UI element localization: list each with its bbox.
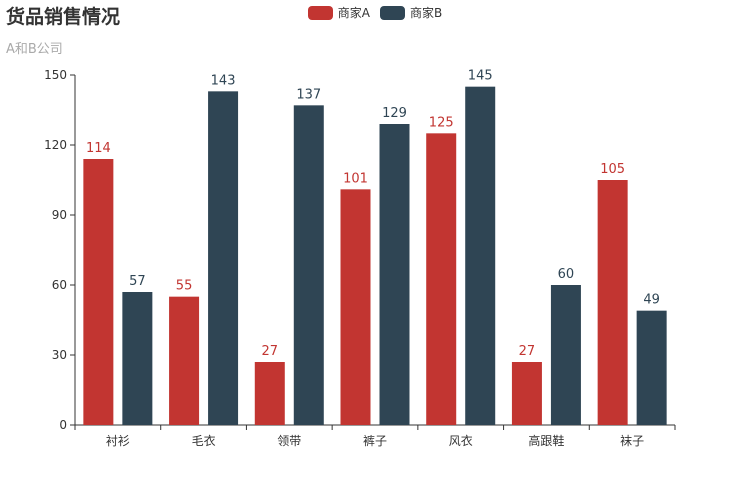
y-axis-tick-label: 90	[52, 208, 67, 222]
legend-swatch-merchant-a	[307, 5, 333, 20]
legend-item-merchant-a[interactable]: 商家A	[307, 4, 370, 21]
bar-value-label: 125	[429, 115, 454, 130]
bar-merchant-b	[122, 292, 153, 425]
bar-merchant-a	[254, 362, 285, 425]
bar-merchant-b	[636, 310, 667, 425]
bar-merchant-a	[511, 362, 542, 425]
bar-value-label: 143	[211, 73, 236, 88]
bar-merchant-a	[340, 189, 371, 425]
bar-value-label: 137	[296, 87, 321, 102]
bar-value-label: 49	[643, 293, 660, 308]
x-axis-tick-label: 毛衣	[192, 433, 216, 448]
bar-merchant-b	[208, 91, 239, 425]
bar-merchant-b	[550, 285, 581, 425]
legend-swatch-merchant-b	[379, 5, 405, 20]
x-axis-tick-label: 袜子	[620, 434, 644, 448]
bar-value-label: 60	[558, 267, 575, 282]
bar-merchant-b	[379, 124, 410, 425]
bar-merchant-b	[465, 86, 496, 426]
x-axis-tick-label: 领带	[277, 434, 301, 448]
y-axis-tick-label: 0	[59, 418, 67, 432]
y-axis-tick-label: 30	[52, 348, 67, 362]
y-axis-tick-label: 150	[44, 68, 67, 82]
legend: 商家A 商家B	[0, 4, 750, 21]
chart-subtitle: A和B公司	[6, 42, 63, 57]
bar-merchant-b	[293, 105, 324, 425]
y-axis-tick-label: 60	[52, 278, 67, 292]
x-axis-tick-label: 衬衫	[106, 434, 130, 448]
x-axis-tick-label: 裤子	[363, 434, 387, 448]
legend-item-merchant-b[interactable]: 商家B	[379, 4, 443, 21]
bar-value-label: 27	[519, 344, 536, 359]
bar-merchant-a	[83, 159, 114, 425]
x-axis-tick-label: 高跟鞋	[528, 433, 564, 448]
bar-value-label: 105	[600, 162, 625, 177]
bar-value-label: 145	[468, 69, 493, 84]
y-axis-tick-label: 120	[44, 138, 67, 152]
chart-title: 货品销售情况	[6, 6, 121, 28]
bar-value-label: 114	[86, 141, 111, 156]
bar-value-label: 55	[176, 279, 193, 294]
bar-value-label: 129	[382, 106, 407, 121]
legend-label-merchant-a: 商家A	[337, 6, 370, 20]
bar-merchant-a	[169, 296, 200, 425]
legend-label-merchant-b: 商家B	[409, 6, 443, 20]
bar-merchant-a	[426, 133, 457, 426]
bar-value-label: 101	[343, 171, 368, 186]
bar-merchant-a	[597, 180, 628, 425]
bar-value-label: 57	[129, 274, 146, 289]
x-axis-tick-label: 风衣	[449, 433, 473, 448]
bar-value-label: 27	[262, 344, 279, 359]
